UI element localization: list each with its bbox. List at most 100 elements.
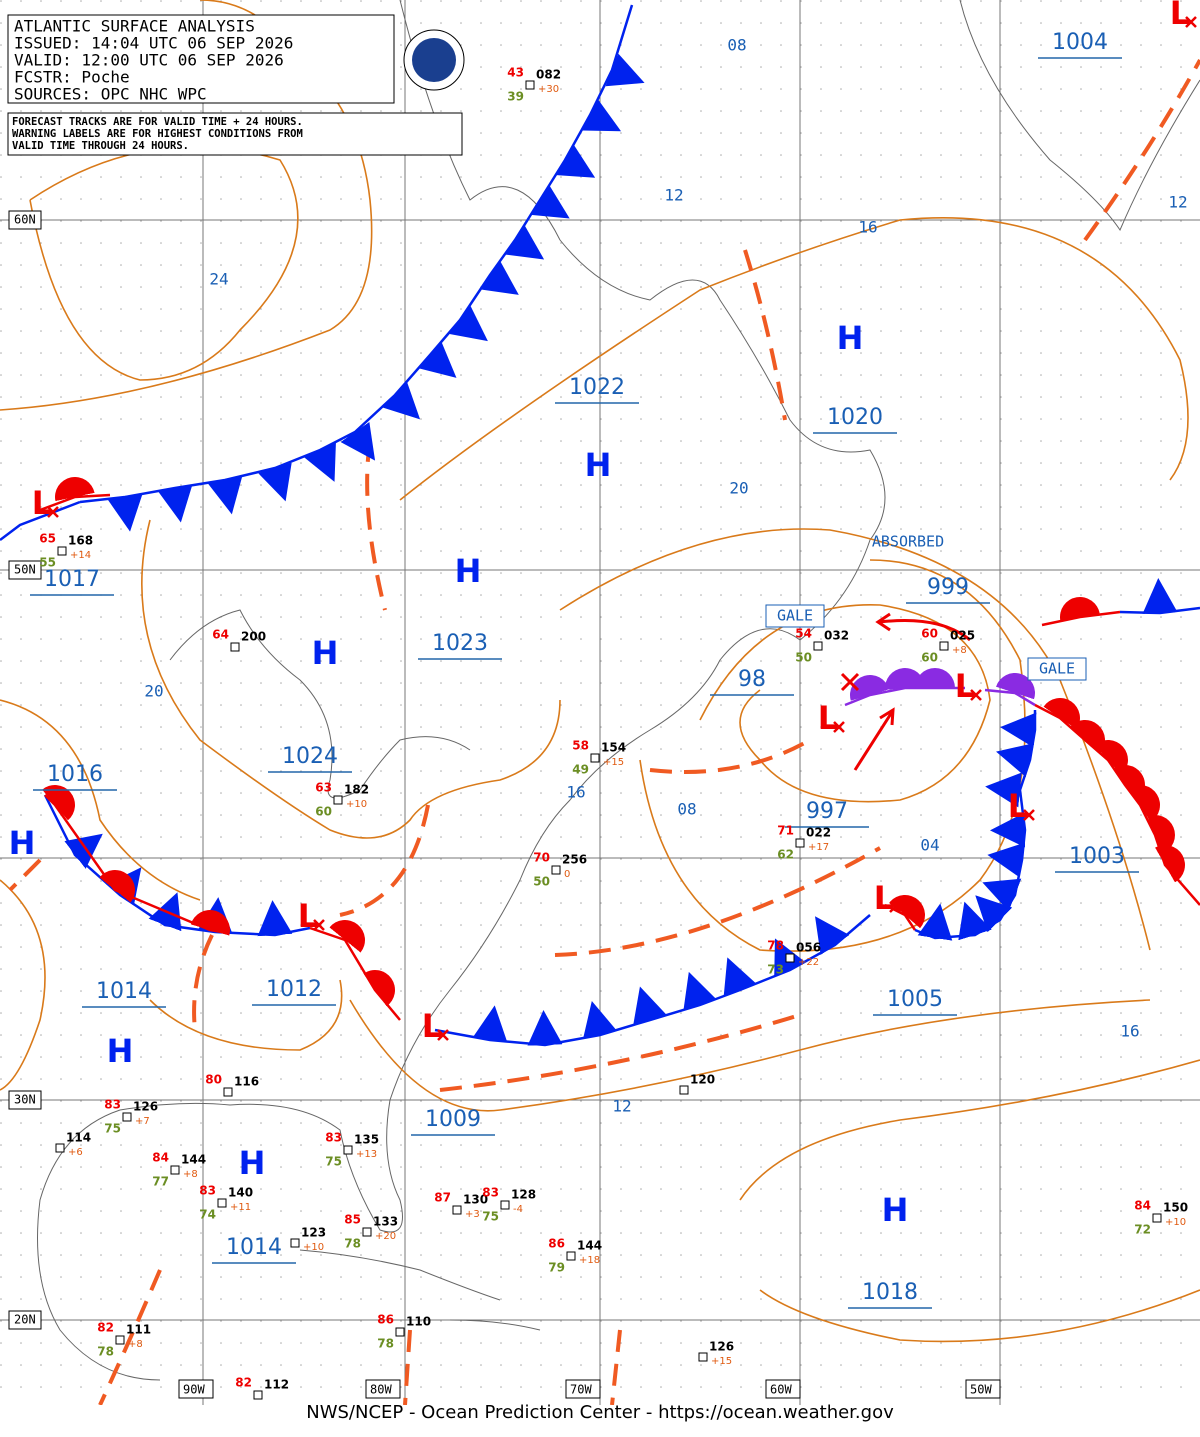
isobar-label: 16 [566,783,585,802]
station-dewpoint: 50 [533,875,550,889]
station-dewpoint: 39 [507,90,524,104]
station-dewpoint: 50 [795,651,812,665]
station-marker [58,547,66,555]
latitude-label: 30N [14,1093,36,1107]
station-temp: 63 [315,781,332,795]
station-tendency: +8 [183,1169,198,1180]
station-pressure: 120 [690,1073,715,1087]
station-tendency: +17 [808,842,829,853]
station-dewpoint: 73 [767,963,784,977]
high-center: H [585,446,612,484]
station-temp: 83 [199,1184,216,1198]
pressure-label: 1014 [96,979,152,1004]
station-pressure: 128 [511,1188,536,1202]
station-marker [171,1166,179,1174]
pressure-label: 1004 [1052,30,1108,55]
warning-label: ABSORBED [872,533,944,551]
station-marker [123,1113,131,1121]
isobar-label: 12 [664,186,683,205]
station-temp: 83 [325,1131,342,1145]
station-temp: 71 [777,824,794,838]
station-temp: 60 [921,627,938,641]
station-tendency: +8 [128,1339,143,1350]
high-center: H [455,552,482,590]
station-dewpoint: 49 [572,763,589,777]
station-marker [231,643,239,651]
station-dewpoint: 78 [97,1345,114,1359]
station-temp: 83 [482,1186,499,1200]
longitude-label: 50W [970,1383,992,1397]
high-center: H [837,319,864,357]
station-temp: 43 [507,66,524,80]
station-temp: 82 [97,1321,114,1335]
station-dewpoint: 75 [482,1210,499,1224]
note-line: VALID TIME THROUGH 24 HOURS. [12,140,189,152]
longitude-label: 90W [183,1383,205,1397]
pressure-label: 1017 [44,567,100,592]
station-dewpoint: 78 [344,1237,361,1251]
isobar-label: 08 [727,36,746,55]
pressure-label: 1024 [282,744,338,769]
station-tendency: +15 [711,1356,732,1367]
station-marker [699,1353,707,1361]
station-marker [786,954,794,962]
pressure-label: 997 [806,799,848,824]
station-tendency: +10 [346,799,367,810]
note-line: WARNING LABELS ARE FOR HIGHEST CONDITION… [12,128,303,140]
station-pressure: 154 [601,741,626,755]
pressure-label: 1012 [266,977,322,1002]
footer-credit: NWS/NCEP - Ocean Prediction Center - htt… [306,1402,894,1423]
station-tendency: +10 [303,1242,324,1253]
pressure-label: 1022 [569,375,625,400]
station-tendency: +14 [70,550,91,561]
station-dewpoint: 79 [548,1261,565,1275]
latitude-label: 50N [14,563,36,577]
header-line: SOURCES: OPC NHC WPC [14,85,207,104]
station-pressure: 144 [181,1153,206,1167]
station-tendency: +7 [135,1116,150,1127]
isobar-label: 04 [920,836,939,855]
station-temp: 64 [212,628,229,642]
station-tendency: +6 [68,1147,83,1158]
pressure-label: 1005 [887,987,943,1012]
station-dewpoint: 72 [1134,1223,1151,1237]
station-marker [453,1206,461,1214]
station-temp: 84 [1134,1199,1151,1213]
station-pressure: 114 [66,1131,91,1145]
station-temp: 86 [548,1237,565,1251]
station-marker [56,1144,64,1152]
station-marker [567,1252,575,1260]
warning-label: GALE [777,607,813,625]
station-temp: 54 [795,627,812,641]
station-marker [254,1391,262,1399]
station-pressure: 150 [1163,1201,1188,1215]
station-dewpoint: 60 [921,651,938,665]
logo-inner [412,38,456,82]
station-tendency: 0 [564,869,570,880]
station-pressure: 022 [806,826,831,840]
station-tendency: +13 [356,1149,377,1160]
pressure-label: 1003 [1069,844,1125,869]
station-pressure: 025 [950,629,975,643]
station-marker [116,1336,124,1344]
station-tendency: +10 [1165,1217,1186,1228]
station-dewpoint: 74 [199,1208,216,1222]
pressure-label: 1023 [432,631,488,656]
station-dewpoint: 77 [152,1175,169,1189]
station-temp: 85 [344,1213,361,1227]
station-marker [591,754,599,762]
station-pressure: 110 [406,1315,431,1329]
station-marker [526,81,534,89]
station-pressure: 123 [301,1226,326,1240]
station-tendency: +30 [538,84,559,95]
station-pressure: 082 [536,68,561,82]
station-dewpoint: 75 [104,1122,121,1136]
station-temp: 70 [533,851,550,865]
pressure-label: 1009 [425,1107,481,1132]
station-marker [363,1228,371,1236]
station-marker [396,1328,404,1336]
station-pressure: 126 [709,1340,734,1354]
high-center: H [107,1032,134,1070]
station-pressure: 140 [228,1186,253,1200]
